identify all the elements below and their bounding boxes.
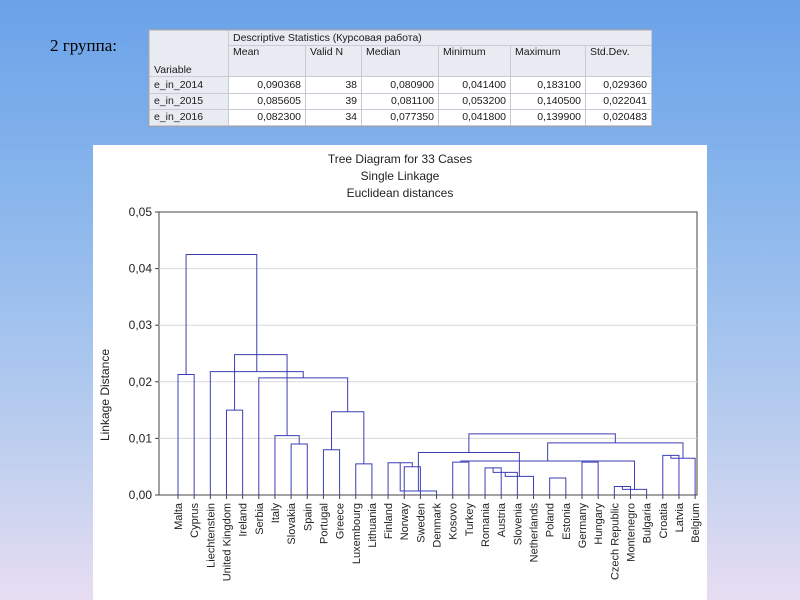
column-header: Median — [361, 45, 439, 78]
dendrogram-link — [177, 373, 195, 495]
leaf-label: Latvia — [674, 502, 686, 532]
table-cell: 0,082300 — [228, 108, 306, 127]
column-header: Maximum — [510, 45, 586, 78]
dendrogram-link — [331, 411, 365, 464]
dendrogram-link — [185, 253, 258, 375]
table-cell: 0,139900 — [510, 108, 586, 127]
dendrogram-link — [290, 443, 308, 495]
plot-frame — [158, 211, 698, 496]
leaf-label: Liechtenstein — [205, 503, 217, 568]
dendrogram-link — [225, 409, 244, 495]
dendrogram-link — [549, 477, 567, 495]
dendrogram-svg: Tree Diagram for 33 Cases Single Linkage… — [98, 152, 702, 581]
leaf-label: Poland — [545, 503, 557, 537]
dendrogram-link — [468, 433, 616, 453]
leaf-label: Hungary — [593, 503, 605, 545]
table-cell: 34 — [305, 108, 362, 127]
y-tick-label: 0,02 — [129, 375, 153, 389]
dendrogram-link — [670, 455, 696, 495]
leaf-label: Cyprus — [189, 503, 201, 538]
table-row: e_in_2016 0,082300 34 0,077350 0,041800 0,139… — [149, 108, 652, 127]
dendrogram-link — [452, 461, 470, 495]
column-header: Valid N — [305, 45, 362, 78]
table-cell: 0,022041 — [585, 92, 652, 110]
row-variable-name: e_in_2014 — [149, 76, 229, 94]
dendrogram-link — [492, 467, 518, 495]
table-cell: 0,053200 — [438, 92, 511, 110]
table-cell: 0,090368 — [228, 76, 306, 94]
leaf-label: Bulgaria — [642, 502, 654, 543]
table-cell: 0,020483 — [585, 108, 652, 127]
table-cell: 0,081100 — [361, 92, 439, 110]
descriptive-statistics-table: Variable Descriptive Statistics (Курсова… — [148, 29, 652, 127]
table-cell: 38 — [305, 76, 362, 94]
table-cell: 0,140500 — [510, 92, 586, 110]
column-header: Mean — [228, 45, 306, 78]
leaf-label: Austria — [496, 502, 508, 537]
leaf-label: United Kingdom — [221, 503, 233, 581]
leaf-label: Ireland — [238, 503, 250, 537]
dendrogram-link — [662, 454, 680, 495]
group-heading: 2 группа: — [50, 36, 117, 55]
leaf-label: Luxembourg — [351, 503, 363, 564]
variable-column-header: Variable — [149, 29, 229, 78]
y-tick-label: 0,01 — [129, 431, 153, 445]
table-row: e_in_2014 0,090368 38 0,080900 0,041400 0,183… — [149, 76, 652, 94]
leaf-label: Germany — [577, 503, 589, 549]
dendrogram-link — [581, 461, 599, 495]
leaf-label: Lithuania — [367, 502, 379, 548]
dendrogram-link — [322, 449, 341, 495]
leaf-label: Portugal — [318, 503, 330, 544]
table-cell: 0,041800 — [438, 108, 511, 127]
dendrogram-link — [355, 463, 373, 495]
table-cell: 0,029360 — [585, 76, 652, 94]
leaf-label: Italy — [270, 503, 282, 524]
y-tick-label: 0,05 — [129, 205, 153, 219]
dendrogram-link — [460, 460, 636, 490]
table-row: e_in_2015 0,085605 39 0,081100 0,053200 0,140… — [149, 92, 652, 110]
leaf-label: Spain — [302, 503, 314, 531]
leaf-label: Kosovo — [448, 503, 460, 540]
table-cell: 0,085605 — [228, 92, 306, 110]
dendrogram-link — [258, 377, 349, 495]
leaf-label: Turkey — [464, 503, 476, 537]
leaf-label: Romania — [480, 502, 492, 547]
leaf-label: Belgium — [690, 503, 702, 543]
column-header: Minimum — [438, 45, 511, 78]
table-cell: 0,183100 — [510, 76, 586, 94]
leaf-label: Malta — [173, 502, 185, 530]
leaf-label: Montenegro — [625, 503, 637, 562]
row-variable-name: e_in_2015 — [149, 92, 229, 110]
table-title: Descriptive Statistics (Курсовая работа) — [228, 29, 652, 47]
chart-title: Tree Diagram for 33 Cases — [328, 152, 472, 166]
table-cell: 39 — [305, 92, 362, 110]
leaf-label: Finland — [383, 503, 395, 539]
leaf-label: Sweden — [415, 503, 427, 543]
chart-subtitle-linkage: Single Linkage — [361, 169, 440, 183]
table-cell: 0,080900 — [361, 76, 439, 94]
leaf-label: Serbia — [254, 502, 266, 535]
leaf-label: Denmark — [432, 503, 444, 548]
chart-subtitle-distance: Euclidean distances — [347, 186, 454, 200]
dendrogram-link — [234, 354, 288, 436]
y-tick-label: 0,03 — [129, 318, 153, 332]
leaf-label: Slovakia — [286, 502, 298, 544]
leaf-label: Estonia — [561, 502, 573, 540]
leaf-label: Slovenia — [512, 502, 524, 545]
leaf-label: Croatia — [658, 502, 670, 538]
row-variable-name: e_in_2016 — [149, 108, 229, 127]
y-axis-label: Linkage Distance — [98, 349, 112, 441]
leaf-label: Netherlands — [529, 503, 541, 563]
dendrogram-link — [209, 371, 304, 495]
leaf-label: Norway — [399, 503, 411, 541]
table-cell: 0,041400 — [438, 76, 511, 94]
column-header: Std.Dev. — [585, 45, 652, 78]
leaf-label: Czech Republic — [609, 503, 621, 581]
tree-diagram-chart: Tree Diagram for 33 Cases Single Linkage… — [93, 145, 707, 600]
leaf-label: Greece — [335, 503, 347, 539]
table-cell: 0,077350 — [361, 108, 439, 127]
y-tick-label: 0,00 — [129, 488, 153, 502]
y-tick-label: 0,04 — [129, 262, 153, 276]
